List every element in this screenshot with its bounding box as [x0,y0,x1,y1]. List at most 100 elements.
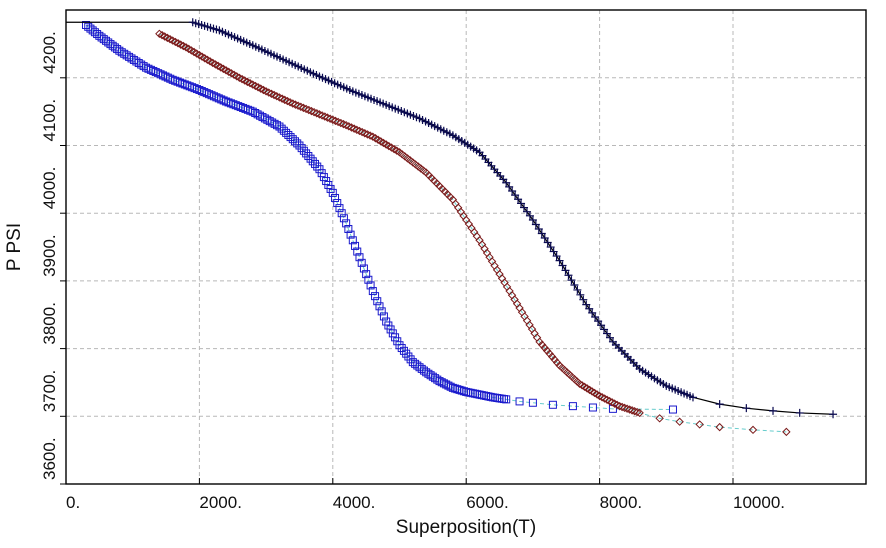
square-marker-icon [395,341,404,350]
square-marker-icon [277,124,286,133]
square-marker-icon [302,149,311,158]
diamond-marker-icon [530,329,539,338]
diamond-marker-icon [331,116,340,126]
diamond-marker-icon [277,94,287,103]
x-axis-title: Superposition(T) [396,517,536,538]
diamond-marker-icon [507,291,517,300]
plus-marker-icon [688,393,697,402]
diamond-marker-icon [296,102,305,111]
plus-marker-icon [588,308,597,317]
diamond-marker-icon [309,107,319,117]
diamond-marker-icon [615,401,624,411]
x-tick-label: 2000. [199,493,242,512]
plus-marker-icon [517,199,526,208]
square-marker-icon [351,241,360,250]
series-2-diamonds [155,29,791,437]
square-marker-icon [588,403,597,412]
y-tick-label: 3800. [40,302,59,345]
square-marker-icon [428,372,437,381]
plus-marker-icon [540,234,549,243]
x-tick-label: 8000. [600,493,643,512]
plus-marker-icon [579,295,588,304]
plus-marker-icon [769,406,778,415]
y-tick-label: 3700. [40,370,59,413]
square-marker-icon [379,312,388,321]
grid-lines [66,10,866,484]
diamond-marker-icon [625,405,634,414]
square-marker-icon [344,224,353,233]
square-marker-icon [368,287,377,296]
plus-marker-icon [520,203,529,212]
plus-marker-icon [502,178,511,187]
plus-marker-icon [715,400,724,409]
diamond-marker-icon [360,129,370,138]
diamond-marker-icon [607,398,617,407]
plus-marker-icon [531,220,540,229]
square-marker-icon [397,344,406,353]
square-marker-icon [328,188,337,197]
square-marker-icon [335,204,344,213]
square-marker-icon [256,111,265,120]
diamond-marker-icon [600,394,609,403]
y-tick-label: 3900. [40,234,59,277]
diamond-marker-icon [365,131,375,140]
plus-marker-icon [829,410,838,419]
square-marker-icon [282,128,291,137]
square-marker-icon [426,371,435,380]
plus-marker-icon [505,182,514,191]
plus-marker-icon [795,408,804,417]
diamond-marker-icon [620,403,629,413]
square-marker-icon [313,162,322,171]
x-tick-label: 0. [66,493,80,512]
diamond-marker-icon [602,395,612,405]
diamond-marker-icon [355,126,364,136]
square-marker-icon [375,302,384,311]
diamond-marker-icon [288,99,297,108]
plus-marker-icon [522,207,531,216]
square-marker-icon [424,369,433,378]
diamond-marker-icon [280,95,289,105]
square-marker-icon [431,374,440,383]
plus-marker-icon [546,243,555,252]
plus-marker-icon [537,229,546,238]
square-marker-icon [299,146,308,155]
plus-marker-icon [552,252,561,261]
axis-ticks: 0. 2000. 4000. 6000. 8000. 10000. 3600. 3700. 38… [40,31,785,512]
plus-marker-icon [549,247,558,256]
plus-marker-icon [603,329,612,338]
diamond-marker-icon [352,125,362,135]
square-marker-icon [342,219,351,228]
square-marker-icon [258,113,267,122]
square-marker-icon [371,292,380,301]
diamond-marker-icon [293,101,303,110]
diamond-marker-icon [283,96,292,106]
plus-marker-icon [564,271,573,280]
square-marker-icon [406,355,415,364]
square-marker-icon [286,133,295,142]
square-marker-icon [568,402,577,411]
square-marker-icon [502,395,511,404]
series-line [159,33,787,433]
plus-marker-icon [570,281,579,290]
plus-marker-icon [525,211,534,220]
diamond-marker-icon [675,417,684,426]
y-tick-label: 3600. [40,437,59,480]
plus-marker-icon [576,290,585,299]
plus-marker-icon [567,276,576,285]
plus-marker-icon [561,266,570,275]
square-marker-icon [359,264,368,273]
diamond-marker-icon [299,103,308,113]
square-marker-icon [348,236,357,245]
square-marker-icon [362,270,371,279]
plot-series [66,18,838,437]
square-marker-icon [528,398,537,407]
diamond-marker-icon [655,414,664,423]
square-marker-icon [366,281,375,290]
plus-marker-icon [555,256,564,265]
square-marker-icon [284,130,293,139]
square-marker-icon [306,154,315,163]
plus-marker-icon [558,261,567,270]
diamond-marker-icon [312,109,321,118]
diamond-marker-icon [307,106,316,116]
